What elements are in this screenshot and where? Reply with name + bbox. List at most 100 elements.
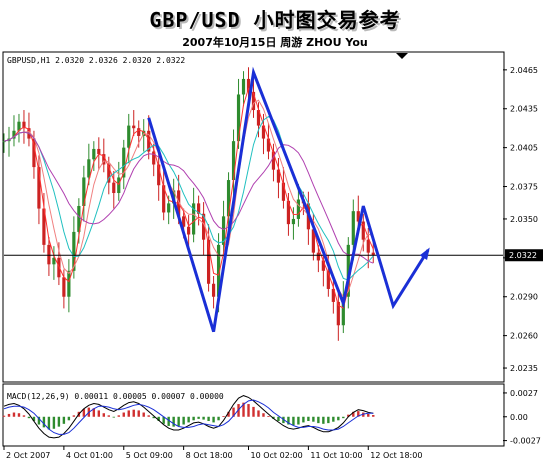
- macd-histogram-bar: [367, 413, 370, 417]
- macd-histogram-bar: [217, 416, 220, 421]
- price-bar-body: [42, 208, 46, 245]
- macd-histogram-bar: [27, 416, 31, 419]
- price-bar-body: [92, 148, 96, 160]
- macd-histogram-bar: [147, 415, 150, 417]
- macd-histogram-bar: [192, 416, 195, 421]
- macd-histogram-bar: [162, 416, 165, 424]
- price-bar-body: [246, 78, 251, 92]
- chart-subtitle: 2007年10月15日 周游 ZHOU You: [182, 36, 368, 49]
- price-bar-body: [271, 151, 276, 170]
- macd-histogram-bar: [97, 410, 101, 417]
- price-axis-tick-label: 2.0260: [510, 332, 538, 341]
- macd-histogram-bar: [47, 416, 51, 430]
- macd-histogram-bar: [107, 415, 110, 417]
- price-bar-body: [47, 244, 51, 265]
- price-bar-body: [147, 130, 151, 152]
- macd-histogram-bar: [177, 416, 180, 426]
- macd-histogram-bar: [317, 416, 320, 424]
- forecast-path-line: [147, 66, 430, 333]
- macd-histogram-bar: [262, 413, 265, 417]
- price-bar-body: [261, 125, 266, 139]
- macd-histogram-bar: [312, 416, 315, 422]
- price-bar-body: [157, 164, 161, 186]
- macd-histogram-bar: [347, 414, 350, 417]
- price-bar-body: [331, 288, 335, 302]
- macd-histogram-bar: [57, 416, 61, 427]
- price-bar-body: [127, 125, 131, 148]
- macd-histogram-bar: [117, 415, 120, 417]
- macd-histogram-bar: [232, 407, 235, 417]
- macd-histogram-bar: [307, 416, 310, 421]
- macd-histogram-bar: [372, 415, 375, 417]
- macd-histogram-bar: [287, 416, 290, 425]
- price-bar-body: [97, 148, 101, 155]
- price-bar-body: [167, 203, 171, 213]
- macd-histogram-bar: [357, 411, 360, 417]
- macd-histogram-bar: [152, 416, 155, 419]
- price-bar-body: [221, 216, 226, 245]
- price-bar-body: [226, 180, 231, 217]
- price-axis-tick-label: 2.0435: [510, 105, 538, 114]
- price-bar-body: [241, 78, 246, 95]
- price-bar-body: [311, 229, 315, 253]
- macd-histogram-bar: [67, 416, 71, 421]
- macd-label: MACD(12,26,9) 0.00011 0.00005 0.00007 0.…: [7, 392, 224, 401]
- price-bar-body: [291, 218, 296, 225]
- macd-histogram-bar: [72, 415, 76, 417]
- price-bar-body: [341, 296, 345, 326]
- price-bar-body: [366, 239, 370, 253]
- chart-heading: GBP/USD 小时图交易参考 2007年10月15日 周游 ZHOU You: [0, 0, 550, 50]
- macd-histogram-bar: [32, 416, 36, 421]
- time-axis-tick-label: 4 Oct 01:00: [66, 451, 113, 460]
- price-bar-body: [281, 182, 286, 201]
- price-axis-tick-label: 2.0235: [510, 364, 538, 373]
- price-bar-body: [361, 221, 365, 240]
- price-bar-body: [251, 91, 256, 111]
- macd-histogram-bar: [102, 413, 105, 417]
- macd-histogram-bar: [7, 413, 11, 417]
- macd-histogram-bar: [242, 402, 245, 417]
- macd-histogram-bar: [292, 416, 295, 426]
- macd-axis-tick-label: 0.00: [510, 413, 528, 422]
- price-bar-body: [182, 216, 186, 227]
- price-bar-body: [77, 205, 81, 232]
- macd-histogram-bar: [362, 412, 365, 417]
- price-bar-body: [202, 213, 206, 240]
- macd-histogram-bar: [297, 416, 300, 425]
- macd-axis-tick-label: 0.0027: [510, 389, 538, 398]
- macd-histogram-bar: [122, 412, 125, 417]
- macd-histogram-bar: [332, 416, 335, 422]
- macd-histogram-bar: [132, 409, 135, 417]
- macd-histogram-bar: [202, 416, 205, 420]
- time-axis-tick-label: 2 Oct 2007: [6, 451, 50, 460]
- price-bar-body: [72, 231, 76, 271]
- price-bar-body: [82, 177, 86, 206]
- macd-histogram-bar: [37, 416, 41, 425]
- price-bar-body: [206, 239, 211, 284]
- price-bar-body: [211, 283, 216, 297]
- macd-histogram-bar: [252, 406, 255, 417]
- macd-signal-line: [3, 399, 374, 435]
- macd-histogram-bar: [342, 416, 345, 419]
- price-bar-body: [236, 94, 241, 142]
- price-bar-body: [326, 270, 330, 289]
- macd-histogram-bar: [187, 416, 190, 423]
- price-bar-body: [107, 164, 111, 183]
- symbol-label: GBPUSD,H1 2.0320 2.0326 2.0320 2.0322: [7, 56, 185, 65]
- macd-histogram-bar: [212, 416, 215, 423]
- macd-histogram-bar: [112, 416, 115, 418]
- macd-histogram-bar: [17, 413, 21, 417]
- price-bar-body: [216, 244, 221, 297]
- price-bar-body: [122, 147, 126, 178]
- current-price-tag-label: 2.0322: [509, 251, 537, 260]
- macd-histogram-bar: [337, 416, 340, 421]
- price-bar-body: [102, 154, 106, 165]
- macd-histogram-bar: [82, 409, 86, 417]
- price-bar-body: [67, 270, 71, 297]
- price-bar-body: [87, 159, 91, 178]
- price-axis-tick-label: 2.0405: [510, 144, 538, 153]
- macd-histogram-bar: [257, 410, 260, 417]
- macd-histogram-bar: [277, 416, 280, 421]
- macd-histogram-bar: [142, 412, 145, 417]
